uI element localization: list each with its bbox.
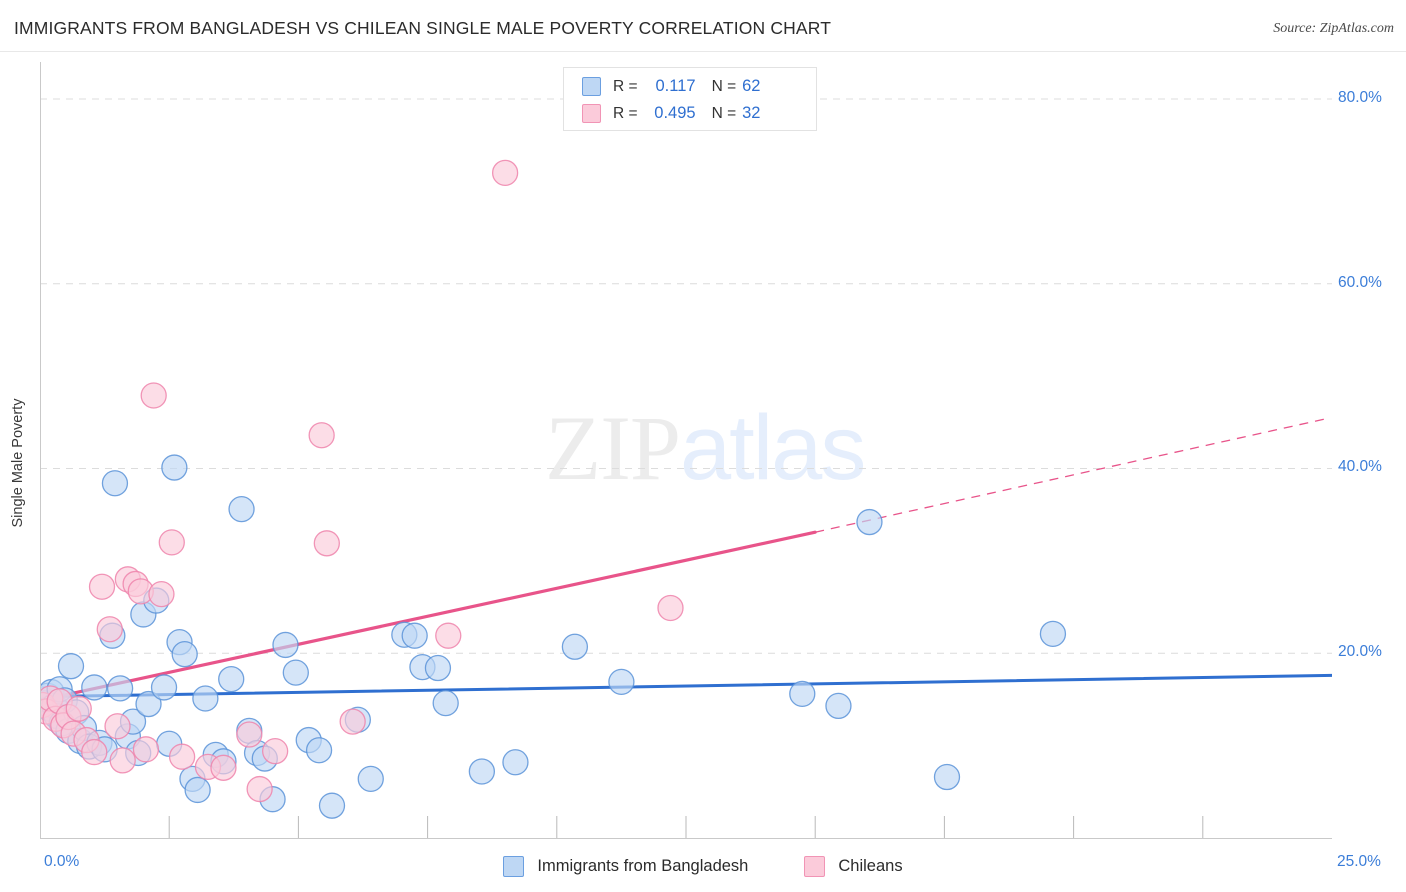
scatter-point [81,674,108,701]
scatter-point [272,631,299,659]
scatter-point [318,792,346,819]
scatter-point [109,747,136,774]
trend-lines [40,417,1332,702]
stats-row-chileans: R = 0.495 N = 32 [582,100,816,127]
y-tick-label: 60.0% [1338,273,1382,291]
scatter-point [168,743,196,770]
legend-item-chileans[interactable]: Chileans [804,855,903,877]
scatter-point [210,754,237,781]
y-tick-label: 40.0% [1338,458,1382,476]
x-axis-line [40,838,1332,839]
scatter-point [1039,620,1067,647]
y-tick-label: 80.0% [1338,88,1382,106]
scatter-point [65,695,92,722]
gridlines [40,98,1332,654]
x-axis-max-label: 25.0% [1337,853,1381,870]
page-title: IMMIGRANTS FROM BANGLADESH VS CHILEAN SI… [14,18,832,38]
scatter-point [435,622,462,649]
source-attribution: Source: ZipAtlas.com [1273,21,1394,36]
scatter-point [789,680,816,708]
r-label: R = [613,104,638,122]
legend-swatch-icon-chileans [804,855,826,877]
scatter-point [657,594,684,622]
scatter-point [192,685,219,712]
scatter-point [401,622,428,649]
scatter-point [236,721,263,748]
scatter-point [261,738,289,765]
scatter-point [228,495,255,523]
legend-label-bangladesh: Immigrants from Bangladesh [537,856,749,875]
scatter-point [305,737,333,764]
r-label: R = [613,77,638,95]
scatter-point [88,573,116,600]
scatter-point [468,758,496,785]
scatter-point [561,633,589,660]
scatter-point [856,508,883,536]
scatter-point [339,708,366,735]
x-axis-ticks [168,816,1204,838]
y-axis-line [40,62,41,838]
scatter-point [933,763,961,791]
legend-label-chileans: Chileans [838,856,903,875]
scatter-point [171,641,198,668]
chart-header: IMMIGRANTS FROM BANGLADESH VS CHILEAN SI… [0,0,1406,52]
scatter-point [432,689,459,717]
scatter-point [491,159,519,187]
y-tick-label: 20.0% [1338,643,1382,661]
scatter-point [158,529,185,556]
scatter-point [104,713,131,740]
series-swatch-icon-bangladesh [582,77,601,96]
scatter-point [57,653,85,680]
scatter-plot-area [40,62,1332,838]
scatter-point [608,668,635,696]
stats-row-bangladesh: R = 0.117 N = 62 [582,73,816,100]
x-axis-min-label: 0.0% [44,853,80,870]
n-label: N = [711,77,737,95]
legend-item-bangladesh[interactable]: Immigrants from Bangladesh [503,855,749,877]
n-value-chileans: 32 [742,104,761,122]
scatter-point [161,454,188,481]
scatter-point [184,776,211,804]
r-value-chileans: 0.495 [654,104,696,122]
scatter-point [140,382,167,409]
scatter-point [308,422,335,449]
correlation-stats-legend: R = 0.117 N = 62 R = 0.495 N = 32 [563,67,817,131]
n-label: N = [711,104,737,122]
scatter-point [106,675,134,702]
series-legend: Immigrants from Bangladesh Chileans [0,848,1406,884]
scatter-point [101,470,129,497]
plot-canvas [40,98,1332,838]
scatter-point [148,580,175,608]
scatter-point [357,765,384,793]
y-axis-title: Single Male Poverty [10,398,26,528]
scatter-point [96,616,123,643]
scatter-point [132,736,160,763]
data-points [40,159,1067,819]
scatter-point [218,665,245,693]
series-swatch-icon-chileans [582,104,601,123]
scatter-point [825,692,852,720]
scatter-point [424,654,452,682]
legend-swatch-icon-bangladesh [503,855,525,877]
r-value-bangladesh: 0.117 [655,77,696,95]
n-value-bangladesh: 62 [742,77,761,95]
scatter-point [313,530,340,557]
scatter-point [246,775,273,803]
scatter-point [81,738,108,766]
scatter-point [282,659,309,686]
scatter-point [135,690,162,718]
scatter-point [502,749,529,776]
scatter-point [150,674,178,701]
